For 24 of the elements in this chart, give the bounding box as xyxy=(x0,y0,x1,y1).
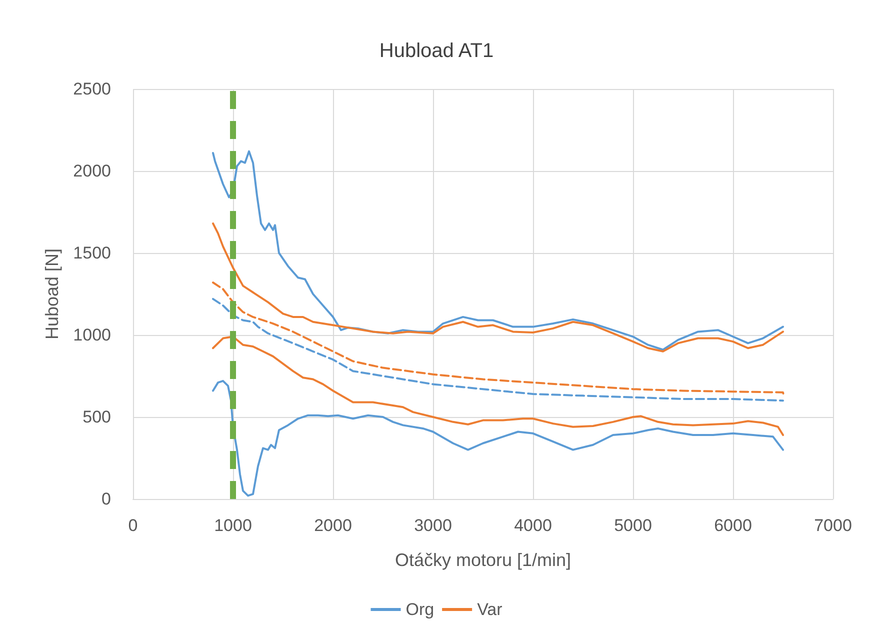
line-series xyxy=(212,298,784,402)
y-axis-title: Huboad [N] xyxy=(42,248,62,340)
y-tick-label: 2000 xyxy=(73,162,111,180)
x-tick-label: 3000 xyxy=(414,516,452,535)
legend-label: Var xyxy=(477,600,503,619)
x-tick-label: 1000 xyxy=(214,516,252,535)
x-tick-label: 7000 xyxy=(814,516,852,535)
y-tick-label: 1000 xyxy=(73,326,111,344)
x-tick-label: 4000 xyxy=(514,516,552,535)
x-axis-title: Otáčky motoru [1/min] xyxy=(394,550,572,570)
y-tick-label: 1500 xyxy=(73,244,111,262)
line-series xyxy=(212,222,784,352)
line-series xyxy=(212,150,784,351)
x-tick-label: 6000 xyxy=(714,516,752,535)
x-tick-label: 2000 xyxy=(314,516,352,535)
chart-title: Hubload AT1 xyxy=(379,40,494,62)
line-series xyxy=(212,380,784,497)
x-tick-label: 0 xyxy=(128,516,138,535)
y-tick-label: 0 xyxy=(102,490,111,508)
y-tick-label: 500 xyxy=(82,408,111,426)
y-tick-label: 2500 xyxy=(73,80,111,98)
legend-label: Org xyxy=(406,600,434,619)
x-tick-label: 5000 xyxy=(614,516,652,535)
line-series xyxy=(212,336,784,436)
